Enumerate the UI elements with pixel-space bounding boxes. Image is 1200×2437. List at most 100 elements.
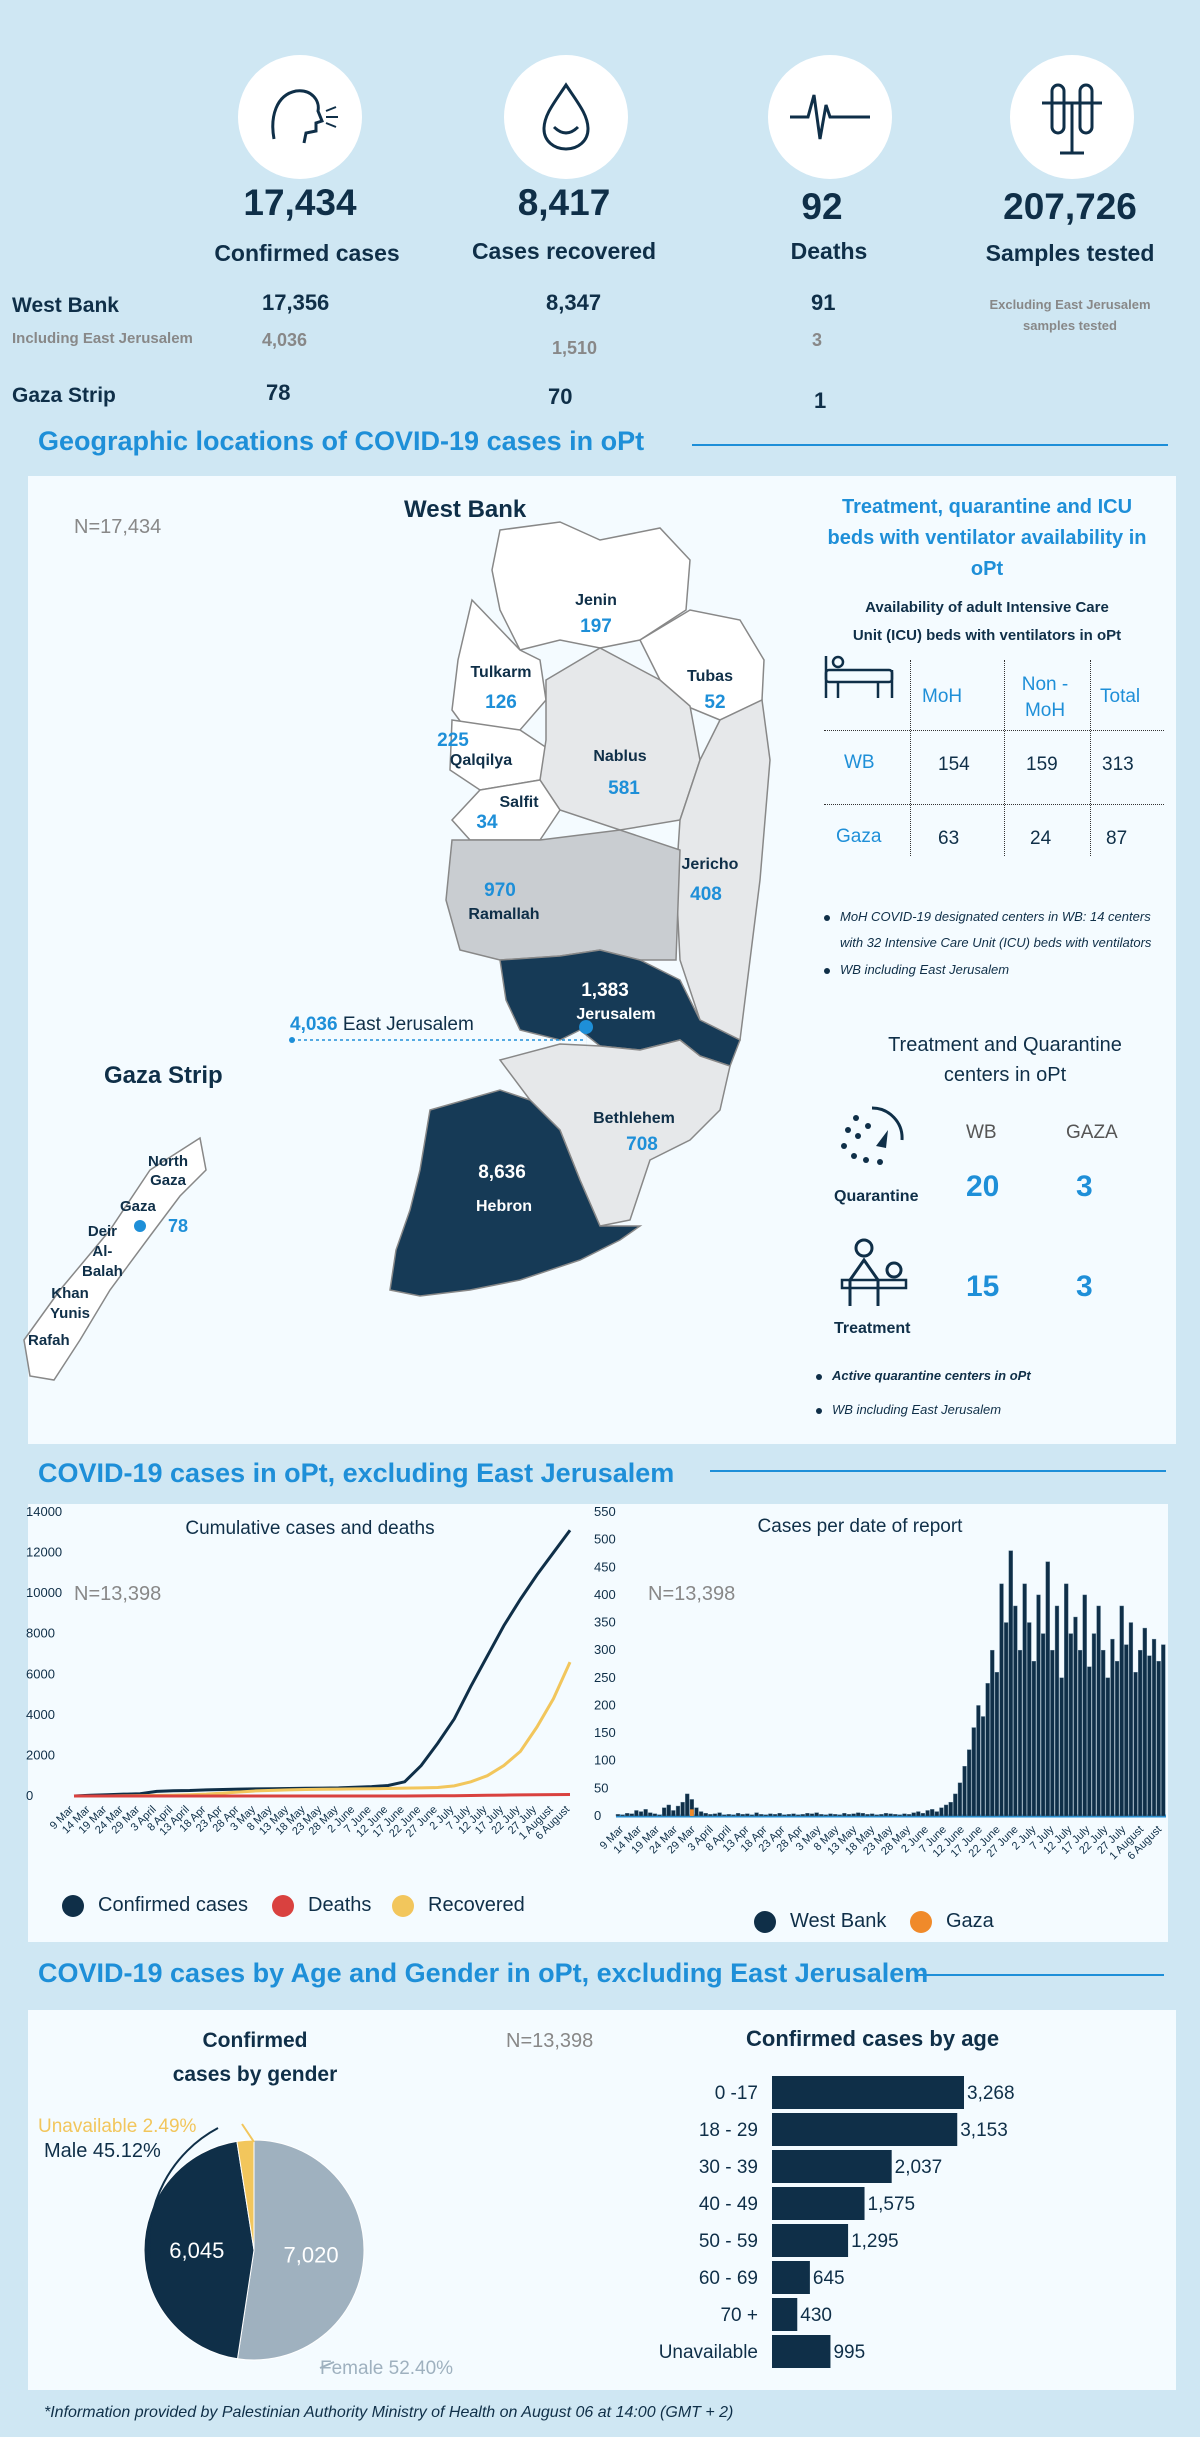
age-category-label: 60 - 69 — [699, 2268, 758, 2289]
west-bank-bar — [957, 1782, 963, 1817]
age-bar — [772, 2150, 892, 2183]
west-bank-bar — [1008, 1550, 1013, 1817]
icu-hline-2 — [824, 804, 1164, 805]
west-bank-bar — [846, 1814, 852, 1817]
recovered-circle — [504, 55, 628, 179]
west-bank-bar — [763, 1814, 768, 1817]
west-bank-bar — [634, 1810, 639, 1817]
unavailable-leader-line — [241, 2123, 255, 2143]
west-bank-bar — [1022, 1583, 1027, 1817]
y-tick-label: 150 — [594, 1725, 616, 1740]
gaza-value: 78 — [168, 1216, 189, 1236]
bullet — [816, 1373, 822, 1380]
west-bank-bar — [976, 1705, 981, 1817]
y-tick-label: 400 — [594, 1587, 616, 1602]
deaths-circle — [768, 55, 892, 179]
map-pin-icon — [579, 1020, 594, 1052]
icu-vline-3 — [1090, 660, 1092, 856]
icu-row-wb-total: 313 — [1102, 754, 1134, 775]
age-category-label: 0 -17 — [715, 2083, 758, 2104]
qalqilya-name: Qalqilya — [449, 752, 513, 769]
jericho-name: Jericho — [681, 856, 739, 873]
west-bank-bar — [902, 1813, 907, 1817]
bethlehem-value: 708 — [626, 1134, 658, 1155]
west-bank-bar — [1017, 1649, 1023, 1817]
centers-col-gaza: GAZA — [1066, 1122, 1118, 1143]
y-tick-label: 100 — [594, 1753, 616, 1768]
west-bank-bar — [1101, 1649, 1106, 1817]
jerusalem-value: 1,383 — [581, 980, 629, 1001]
west-bank-bar — [994, 1672, 1000, 1817]
west-bank-bar — [759, 1814, 764, 1817]
y-tick-label: 6000 — [26, 1666, 55, 1681]
deaths-value: 92 — [801, 186, 843, 227]
wb-recovered: 8,347 — [546, 290, 602, 315]
west-bank-bar — [856, 1812, 861, 1817]
gaza-deaths: 1 — [814, 388, 827, 413]
cumulative-n-label: N=13,398 — [74, 1583, 161, 1605]
west-bank-bar — [851, 1813, 856, 1817]
legend-recovered: Recovered — [392, 1894, 525, 1917]
cumulative-chart: Cumulative cases and deaths N=13,398 0 20… — [26, 1504, 572, 1842]
age-bar — [772, 2335, 831, 2368]
west-bank-bar — [1119, 1605, 1124, 1817]
west-bank-bar — [870, 1813, 875, 1817]
west-bank-bar — [1082, 1594, 1087, 1817]
y-tick-label: 0 — [594, 1808, 601, 1823]
icu-row-wb-label: WB — [844, 752, 875, 773]
age-category-label: 70 + — [720, 2305, 758, 2326]
age-value-label: 1,575 — [868, 2194, 916, 2215]
west-bank-bar — [953, 1793, 958, 1817]
age-bar — [772, 2076, 964, 2109]
west-bank-bar — [1073, 1616, 1078, 1817]
west-bank-bar — [842, 1813, 847, 1817]
confirmed-label: Confirmed cases — [214, 240, 400, 266]
age-chart-title: Confirmed cases by age — [746, 2026, 1000, 2051]
flatline-icon — [790, 94, 870, 140]
person-cough-icon — [271, 89, 338, 144]
gender-pie: 7,020 6,045 — [143, 2123, 365, 2369]
west-bank-bar — [1059, 1677, 1064, 1817]
gaza-name: Gaza — [120, 1198, 156, 1215]
west-bank-bar — [698, 1811, 704, 1817]
gaza-pin-icon — [134, 1220, 146, 1232]
age-value-label: 645 — [813, 2268, 845, 2289]
male-slice — [143, 2140, 255, 2360]
west-bank-bar — [874, 1814, 879, 1817]
salfit-value: 34 — [476, 812, 498, 833]
west-bank-bar — [814, 1812, 819, 1817]
age-category-label: 40 - 49 — [699, 2194, 758, 2215]
treatment-label: Treatment — [834, 1320, 911, 1337]
legend-swatch — [272, 1894, 294, 1917]
male-leader-line — [148, 2127, 219, 2259]
legend-swatch — [754, 1910, 776, 1933]
west-bank-bar — [962, 1766, 967, 1817]
jenin-name: Jenin — [575, 592, 617, 609]
west-bank-bar — [934, 1811, 939, 1817]
west-bank-bar — [652, 1813, 657, 1817]
cases-heading-rule — [710, 1470, 1166, 1472]
icu-note-1: MoH COVID-19 designated centers in WB: 1… — [824, 904, 1151, 956]
west-bank-bar — [833, 1814, 838, 1817]
west-bank-bar — [1077, 1649, 1083, 1817]
ramallah-value: 970 — [484, 880, 516, 901]
bullet — [816, 1407, 822, 1414]
west-bank-bar — [629, 1813, 634, 1817]
west-bank-bar — [731, 1814, 736, 1817]
deaths-line — [74, 1792, 571, 1798]
age-value-label: 2,037 — [895, 2157, 943, 2178]
age-value-label: 1,295 — [851, 2231, 899, 2252]
y-tick-label: 450 — [594, 1559, 616, 1574]
west-bank-bar — [717, 1812, 722, 1817]
icu-note-2: WB including East Jerusalem — [824, 962, 1009, 977]
gaza-bar — [689, 1809, 694, 1816]
west-bank-bar — [1050, 1649, 1055, 1817]
age-bar — [772, 2224, 849, 2257]
bullet — [824, 967, 830, 974]
legend-swatch — [392, 1894, 414, 1917]
confirmed-value: 17,434 — [243, 182, 357, 223]
ej-confirmed: 4,036 — [262, 330, 308, 350]
west-bank-bar — [805, 1813, 810, 1817]
female-slice — [236, 2139, 365, 2361]
